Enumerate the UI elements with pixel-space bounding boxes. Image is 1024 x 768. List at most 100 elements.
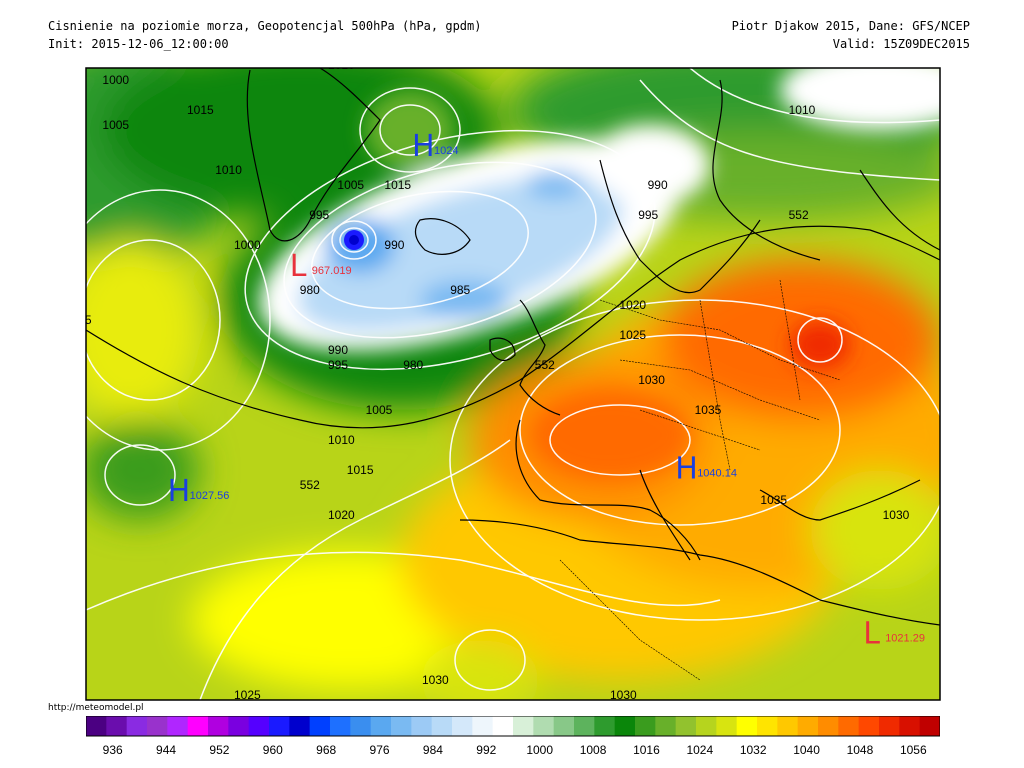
isobar-label: 1020 — [27, 268, 54, 282]
pressure-colorbar: 936 944 952 960 968 976 984 992 1000 1008 1016 1024… — [86, 716, 940, 756]
colorbar-swatch — [452, 716, 473, 736]
geopotential-line — [859, 169, 940, 251]
colorbar-swatch — [126, 716, 148, 736]
colorbar-swatch — [370, 716, 392, 736]
colorbar-swatch — [106, 716, 128, 736]
isobar-label: 990 — [648, 178, 668, 192]
colorbar-tick-label: 1000 — [526, 743, 553, 756]
isobar-label: 1005 — [337, 178, 364, 192]
pressure-center-value: 1024 — [434, 145, 458, 157]
pressure-center-value: 1021.29 — [885, 633, 925, 645]
colorbar-swatch — [553, 716, 575, 736]
colorbar-tick-label: 992 — [476, 743, 496, 756]
colorbar-tick-label: 968 — [316, 743, 336, 756]
colorbar-tick-label: 1040 — [793, 743, 820, 756]
colorbar-swatch — [187, 716, 209, 736]
colorbar-tick-label: 984 — [423, 743, 443, 756]
colorbar-tick-label: 976 — [370, 743, 390, 756]
pressure-center-value: 967.019 — [312, 265, 352, 277]
colorbar-swatch — [736, 716, 758, 736]
low-pressure-marker: L — [290, 249, 307, 284]
colorbar-tick-label: 1008 — [580, 743, 607, 756]
isobar-label: 1030 — [422, 673, 449, 687]
isobar-label: 980 — [403, 358, 423, 372]
geopotential-552-line — [86, 225, 940, 429]
colorbar-tick-label: 1056 — [900, 743, 927, 756]
colorbar-tick-label: 936 — [103, 743, 123, 756]
colorbar-tick-label: 960 — [263, 743, 283, 756]
colorbar-swatch — [411, 716, 433, 736]
pressure-center-value: 1027.56 — [190, 490, 230, 502]
geopotential-label: 552 — [789, 208, 809, 222]
high-pressure-marker: H — [412, 129, 435, 164]
isobar-label: 1000 — [234, 238, 261, 252]
colorbar-swatch — [167, 716, 189, 736]
source-url: http://meteomodel.pl — [48, 703, 144, 713]
map-frame — [85, 67, 941, 701]
isobar-label: 1005 — [102, 118, 129, 132]
low-pressure-marker: L — [863, 617, 880, 652]
colorbar-swatch — [147, 716, 168, 736]
valid-time: Valid: 15Z09DEC2015 — [832, 37, 970, 51]
colorbar-swatch — [797, 716, 819, 736]
colorbar-swatch — [838, 716, 860, 736]
isobar-label: 980 — [300, 283, 320, 297]
pressure-center-value: 1040.14 — [697, 468, 737, 480]
colorbar-swatch — [391, 716, 412, 736]
colorbar-tick-label: 952 — [209, 743, 229, 756]
isobar-label: 1025 — [65, 313, 92, 327]
isobar-label: 1020 — [619, 298, 646, 312]
colorbar-tick-label: 1032 — [740, 743, 767, 756]
isobar-label: 1015 — [187, 103, 214, 117]
colorbar-swatch — [513, 716, 534, 736]
colorbar-swatch — [289, 716, 311, 736]
isobar-label: 1005 — [939, 163, 966, 177]
isobar-label: 1030 — [883, 508, 910, 522]
colorbar-swatch — [330, 716, 351, 736]
geopotential-label: 552 — [535, 358, 555, 372]
isobar-lines — [86, 68, 940, 700]
colorbar-swatch — [858, 716, 880, 736]
colorbar-swatch — [655, 716, 677, 736]
isobar-label: 1000 — [102, 73, 129, 87]
pressure-field: 1000 1005 1015 1010 1010 1005 1015 995 1000 990 98… — [27, 13, 966, 702]
colorbar-swatch — [492, 716, 514, 736]
colorbar-tick-label: 1016 — [633, 743, 660, 756]
colorbar-swatch — [269, 716, 290, 736]
isobar-label: 1010 — [789, 103, 816, 117]
isobar-label: 985 — [450, 283, 470, 297]
isobar-label: 995 — [328, 358, 348, 372]
colorbar-swatch — [574, 716, 595, 736]
high-pressure-marker: H — [675, 452, 698, 487]
colorbar-tick-label: 1024 — [686, 743, 713, 756]
colorbar-swatch — [594, 716, 616, 736]
isobar-label: 1005 — [366, 403, 393, 417]
country-borders — [559, 279, 841, 681]
pressure-centers: H1024L967.019H1027.56H1040.14L1021.29L10… — [168, 129, 925, 652]
isobar-label: 1000 — [760, 13, 787, 27]
isobar-label: 995 — [309, 208, 329, 222]
isobar-label: 1010 — [328, 433, 355, 447]
colorbar-swatch — [248, 716, 270, 736]
isobar-label: 1035 — [760, 493, 787, 507]
colorbar-swatch — [879, 716, 900, 736]
isobar-label: 1030 — [638, 373, 665, 387]
isobar-label: 1035 — [695, 403, 722, 417]
colorbar-swatch — [533, 716, 555, 736]
colorbar-swatch — [635, 716, 656, 736]
isobar-label: 990 — [384, 238, 404, 252]
colorbar-swatch — [208, 716, 229, 736]
coastlines — [246, 68, 940, 626]
geopotential-label: 552 — [300, 478, 320, 492]
colorbar-swatch — [818, 716, 839, 736]
author-credit: Piotr Djakow 2015, Dane: GFS/NCEP — [731, 19, 970, 33]
isobar-label: 1025 — [234, 688, 261, 702]
isobar-label: 995 — [638, 208, 658, 222]
colorbar-swatch — [350, 716, 372, 736]
high-pressure-marker: H — [168, 474, 191, 509]
colorbar-swatch — [228, 716, 250, 736]
colorbar-tick-label: 1048 — [847, 743, 874, 756]
colorbar-swatch — [716, 716, 738, 736]
isobar-label: 1010 — [328, 58, 355, 72]
